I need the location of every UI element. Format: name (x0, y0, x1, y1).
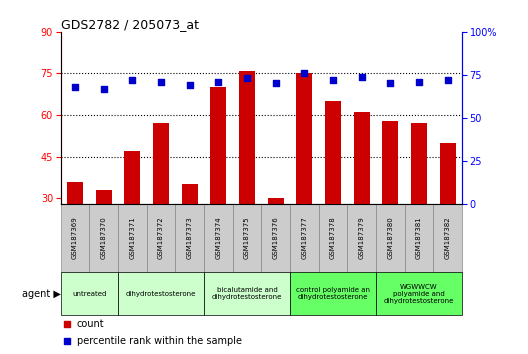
Text: GSM187369: GSM187369 (72, 217, 78, 259)
Point (415, 79, 423, 85)
Bar (61, 204, 89, 273)
Point (62, 338, 71, 344)
Text: GSM187378: GSM187378 (330, 217, 336, 259)
Text: GSM187373: GSM187373 (187, 217, 193, 259)
Text: agent ▶: agent ▶ (22, 289, 61, 299)
Text: bicalutamide and
dihydrotestosterone: bicalutamide and dihydrotestosterone (212, 287, 282, 301)
Bar (290, 204, 319, 273)
Text: WGWWCW
polyamide and
dihydrotestosterone: WGWWCW polyamide and dihydrotestosterone (384, 284, 454, 304)
Bar (404, 204, 433, 273)
Point (329, 77, 337, 83)
Text: control polyamide an
dihydrotestosterone: control polyamide an dihydrotestosterone (296, 287, 370, 301)
Bar (175, 204, 204, 273)
Bar (261, 204, 290, 273)
Text: untreated: untreated (72, 291, 107, 297)
Text: GSM187377: GSM187377 (301, 217, 307, 259)
Bar (354, 112, 370, 204)
Point (62, 321, 71, 327)
Bar (297, 73, 312, 204)
Bar (233, 204, 261, 273)
Bar (440, 143, 456, 204)
Text: dihydrotestosterone: dihydrotestosterone (126, 291, 196, 297)
Point (386, 81, 394, 86)
Bar (211, 87, 226, 204)
Bar (96, 190, 111, 204)
Bar (89, 204, 118, 273)
Bar (376, 273, 462, 315)
Text: GSM187375: GSM187375 (244, 217, 250, 259)
Bar (382, 121, 398, 204)
Bar (118, 273, 204, 315)
Bar (268, 198, 284, 204)
Bar (204, 273, 290, 315)
Text: GSM187371: GSM187371 (129, 217, 135, 259)
Text: GSM187376: GSM187376 (272, 217, 279, 259)
Point (243, 75, 251, 81)
Point (99, 86, 108, 91)
Point (128, 77, 137, 83)
Text: GSM187380: GSM187380 (388, 217, 393, 259)
Point (185, 82, 194, 88)
Bar (182, 184, 197, 204)
Text: GSM187381: GSM187381 (416, 217, 422, 259)
Text: GDS2782 / 205073_at: GDS2782 / 205073_at (61, 18, 199, 31)
Bar (67, 182, 83, 204)
Bar (153, 123, 169, 204)
Point (300, 70, 308, 76)
Bar (376, 204, 404, 273)
Point (157, 79, 165, 85)
Bar (239, 71, 255, 204)
Bar (147, 204, 175, 273)
Text: GSM187374: GSM187374 (215, 217, 221, 259)
Point (214, 79, 223, 85)
Text: percentile rank within the sample: percentile rank within the sample (77, 336, 242, 346)
Bar (411, 123, 427, 204)
Bar (325, 101, 341, 204)
Bar (290, 273, 376, 315)
Bar (118, 204, 147, 273)
Text: count: count (77, 319, 105, 329)
Bar (204, 204, 233, 273)
Text: GSM187372: GSM187372 (158, 217, 164, 259)
Bar (433, 204, 462, 273)
Point (71, 84, 79, 90)
Point (444, 77, 452, 83)
Bar (125, 151, 140, 204)
Text: GSM187379: GSM187379 (359, 217, 365, 259)
Bar (319, 204, 347, 273)
Text: GSM187382: GSM187382 (445, 217, 451, 259)
Point (271, 81, 280, 86)
Point (357, 74, 366, 79)
Bar (347, 204, 376, 273)
Text: GSM187370: GSM187370 (101, 217, 107, 259)
Bar (61, 273, 118, 315)
